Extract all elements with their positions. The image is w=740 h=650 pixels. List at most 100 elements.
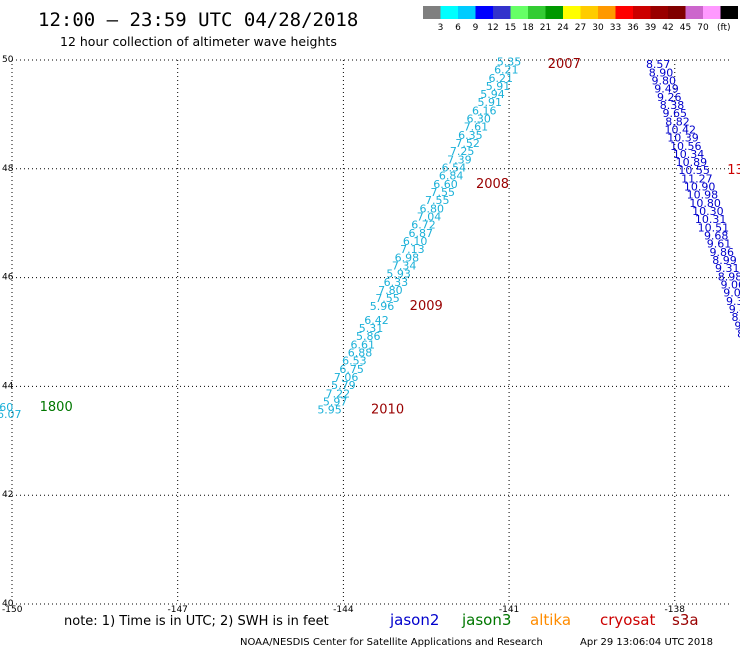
chart-subtitle: 12 hour collection of altimeter wave hei… — [60, 34, 337, 49]
wave-height-value: 9.61 — [707, 238, 732, 251]
colorbar-swatch — [720, 6, 738, 19]
colorbar-swatch — [510, 6, 528, 19]
wave-height-value: 6.42 — [364, 314, 389, 327]
wave-height-value: 7.13 — [400, 243, 425, 256]
wave-height-value: 9.06 — [723, 287, 740, 300]
satellite-legend-altika: altika — [530, 611, 571, 629]
wave-height-value: 9.68 — [704, 230, 729, 243]
wave-height-value: 6.35 — [458, 129, 483, 142]
wave-height-value: 10.89 — [676, 156, 708, 169]
colorbar-swatch — [475, 6, 493, 19]
y-tick-label: 50 — [2, 55, 14, 65]
wave-height-value: 7.06 — [334, 371, 359, 384]
wave-height-value: 6.54 — [442, 162, 467, 175]
wave-height-value: 10.98 — [687, 189, 719, 202]
colorbar-swatch — [668, 6, 686, 19]
wave-height-value: 7.39 — [447, 153, 472, 166]
colorbar-swatch — [423, 6, 441, 19]
pass-number-label: 1800 — [40, 400, 73, 415]
wave-height-value: 6.30 — [466, 113, 491, 126]
colorbar-label: 21 — [540, 23, 551, 33]
wave-height-value: 8.99 — [712, 254, 737, 267]
colorbar-swatch — [493, 6, 511, 19]
wave-height-value: 9.46 — [729, 303, 740, 316]
wave-height-value: 8.98 — [718, 270, 740, 283]
x-tick-label: -138 — [665, 605, 686, 615]
wave-height-value: 5.96 — [370, 300, 395, 313]
wave-height-value: 8.91 — [737, 327, 740, 340]
colorbar-label: 36 — [627, 23, 639, 33]
wave-height-value: 5.91 — [486, 80, 511, 93]
wave-height-value: 7.55 — [425, 194, 450, 207]
colorbar-swatch — [598, 6, 616, 19]
wave-height-value: 8.57 — [646, 58, 671, 71]
colorbar-label: 70 — [697, 23, 709, 33]
colorbar-label: 3 — [438, 23, 444, 33]
colorbar-label: 12 — [487, 23, 498, 33]
colorbar-label: 9 — [473, 23, 479, 33]
wave-height-value: 8.90 — [649, 66, 674, 79]
wave-height-value: 7.25 — [450, 145, 475, 158]
wave-height-value: 5.86 — [356, 330, 381, 343]
x-tick-label: -141 — [499, 605, 519, 615]
wave-height-value: 10.42 — [665, 123, 697, 136]
wave-height-value: 5.95 — [317, 404, 342, 417]
wave-height-value: 10.31 — [695, 213, 727, 226]
satellite-legend-jason2: jason2 — [389, 611, 439, 629]
y-tick-label: 46 — [2, 273, 14, 283]
wave-height-value: 6.60 — [433, 178, 458, 191]
wave-height-value: 6.21 — [494, 64, 519, 77]
timestamp: Apr 29 13:06:04 UTC 2018 — [580, 637, 713, 648]
wave-height-value: 10.39 — [667, 132, 699, 145]
colorbar-label: 30 — [592, 23, 604, 33]
y-tick-label: 40 — [2, 599, 14, 609]
wave-height-value: 7.55 — [431, 186, 456, 199]
wave-height-value: 7.55 — [375, 292, 400, 305]
wave-height-value: 6.98 — [395, 251, 420, 264]
wave-height-value: 5.94 — [480, 88, 505, 101]
wave-height-value: 9.65 — [663, 107, 688, 120]
wave-height-value: 9.49 — [654, 83, 679, 96]
y-tick-label: 42 — [2, 490, 13, 500]
colorbar-label: 24 — [557, 23, 569, 33]
colorbar-label: 15 — [505, 23, 516, 33]
wave-height-value: 6.88 — [348, 346, 373, 359]
pass-number-label: 2007 — [548, 57, 581, 72]
wave-height-value: 7.34 — [392, 259, 417, 272]
wave-height-value: 6.10 — [403, 235, 428, 248]
colorbar-label: 6 — [455, 23, 461, 33]
colorbar-swatch — [528, 6, 546, 19]
wave-height-value: 6.33 — [384, 276, 409, 289]
wave-height-value: 6.72 — [411, 219, 436, 232]
pass-number-label: 2010 — [371, 403, 404, 418]
y-tick-label: 48 — [2, 164, 14, 174]
wave-height-value: 8.87 — [732, 311, 740, 324]
axis-ticks: -150-147-144-141-138-135404244464850 — [2, 55, 686, 615]
wave-height-value: 8.82 — [665, 115, 690, 128]
colorbar-label: 39 — [645, 23, 657, 33]
colorbar-swatch — [650, 6, 668, 19]
footer-note: note: 1) Time is in UTC; 2) SWH is in fe… — [64, 614, 329, 629]
colorbar-swatch — [685, 6, 703, 19]
pass-number-label: 2009 — [410, 299, 443, 314]
colorbar-units: (ft) — [717, 23, 731, 33]
wave-height-value: 9.06 — [721, 278, 740, 291]
colorbar-label: 33 — [610, 23, 621, 33]
wave-height-value: 5.79 — [331, 379, 356, 392]
satellite-legend-jason3: jason3 — [461, 611, 511, 629]
satellite-legend: jason2 jason3 altika cryosat s3a — [389, 611, 699, 629]
wave-height-value: 7.80 — [378, 284, 403, 297]
wave-height-value: 9.08 — [734, 319, 740, 332]
wave-height-value: 5.31 — [359, 322, 384, 335]
colorbar-swatch — [633, 6, 651, 19]
pass-number-label: 2008 — [476, 177, 509, 192]
colorbar-swatch — [703, 6, 721, 19]
pass-labels: 20072008200920101317131613151800 — [40, 57, 740, 418]
wave-height-value: 6.80 — [420, 202, 445, 215]
wave-height-value: 7.04 — [417, 210, 442, 223]
wave-height-value: 10.55 — [678, 164, 710, 177]
wave-height-value: 6.60 — [0, 401, 13, 414]
wave-height-value: 10.51 — [698, 221, 730, 234]
wave-height-value: 8.38 — [660, 99, 685, 112]
